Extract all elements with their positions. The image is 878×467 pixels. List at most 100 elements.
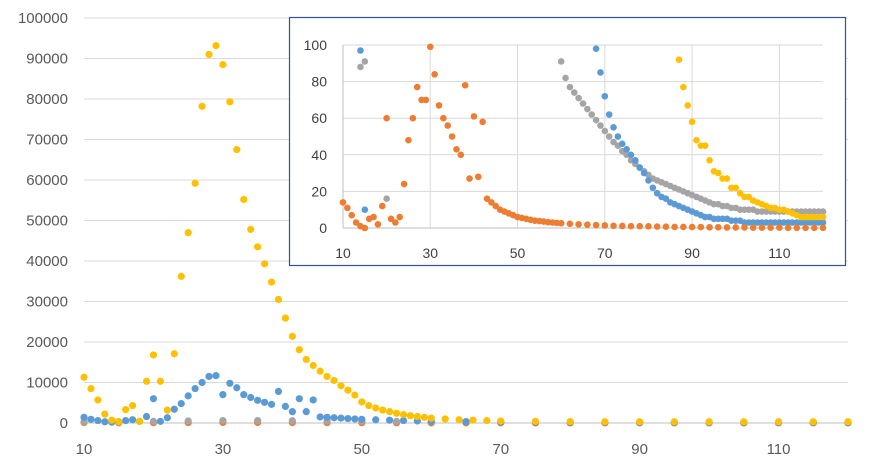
main-data-point <box>372 416 380 424</box>
inset-data-point <box>387 215 395 223</box>
inset-x-tick-label: 110 <box>768 245 791 261</box>
main-x-tick-label: 10 <box>76 441 93 458</box>
main-data-point <box>87 384 95 393</box>
main-data-point <box>281 314 290 322</box>
inset-data-point <box>601 127 609 135</box>
main-data-point <box>330 376 338 385</box>
main-data-point <box>149 417 158 425</box>
main-y-tick-label: 90000 <box>26 51 68 68</box>
main-data-point <box>469 416 477 424</box>
inset-data-point <box>448 133 456 140</box>
inset-data-point <box>339 199 347 206</box>
inset-chart: 0 20 40 60 80 100 10 30 50 70 90 110 <box>288 16 847 267</box>
inset-series-1 <box>675 56 827 221</box>
inset-data-point <box>627 222 635 230</box>
main-data-point <box>233 146 241 154</box>
inset-data-point <box>680 83 687 91</box>
inset-data-point <box>749 224 757 231</box>
main-data-point <box>399 416 408 425</box>
inset-data-point <box>352 219 360 226</box>
main-data-point <box>87 415 95 423</box>
main-data-point <box>427 414 435 422</box>
main-data-point <box>219 60 227 69</box>
inset-x-tick-label: 50 <box>510 245 526 261</box>
main-data-point <box>309 396 317 404</box>
main-data-point <box>226 98 234 106</box>
inset-data-point <box>627 151 635 159</box>
main-data-point <box>531 417 540 425</box>
main-data-point <box>337 382 345 390</box>
main-data-point <box>309 361 317 370</box>
inset-data-point <box>431 70 438 78</box>
main-data-point <box>344 386 352 394</box>
inset-data-point <box>461 81 469 89</box>
inset-data-point <box>601 92 609 100</box>
inset-data-point <box>618 222 626 230</box>
main-data-point <box>177 272 185 280</box>
main-data-point <box>212 41 220 50</box>
inset-data-point <box>732 224 740 231</box>
inset-data-point <box>632 156 639 164</box>
inset-data-point <box>605 111 613 118</box>
main-data-point <box>420 413 428 421</box>
main-data-point <box>115 418 123 426</box>
main-data-point <box>288 408 296 416</box>
inset-y-tick-label: 20 <box>311 183 327 199</box>
inset-y-tick-label: 100 <box>304 37 328 53</box>
main-data-point <box>170 405 178 413</box>
main-data-point <box>358 398 366 406</box>
main-data-point <box>372 404 380 412</box>
main-y-tick-label: 30000 <box>26 294 68 311</box>
main-data-point <box>149 395 158 403</box>
main-data-point <box>129 416 137 424</box>
inset-data-point <box>605 133 613 140</box>
main-data-point <box>844 418 852 426</box>
inset-data-point <box>653 189 661 197</box>
inset-data-point <box>636 164 644 171</box>
main-y-axis-tick-labels: 0 10000 20000 30000 40000 50000 60000 70000 8000… <box>18 10 68 432</box>
inset-data-point <box>610 222 617 230</box>
main-data-point <box>226 379 234 387</box>
main-data-point <box>392 409 401 417</box>
inset-data-point <box>588 111 596 118</box>
inset-data-point <box>723 175 731 182</box>
inset-data-point <box>810 224 818 232</box>
main-x-tick-label: 50 <box>353 441 370 458</box>
main-x-tick-label: 70 <box>492 441 509 458</box>
inset-data-point <box>623 146 630 153</box>
inset-data-point <box>662 223 670 231</box>
inset-data-point <box>640 169 648 177</box>
main-data-point <box>198 102 206 110</box>
inset-x-axis-tick-labels: 10 30 50 70 90 110 <box>335 245 791 261</box>
main-data-point <box>413 412 421 421</box>
inset-data-point <box>793 224 801 232</box>
inset-y-tick-label: 60 <box>311 110 327 126</box>
main-data-point <box>260 398 269 406</box>
inset-data-point <box>492 202 500 210</box>
main-data-point <box>351 415 359 423</box>
main-data-point <box>281 402 290 410</box>
main-data-point <box>184 417 192 425</box>
inset-plot-area <box>339 43 827 232</box>
main-data-point <box>205 372 213 381</box>
inset-x-tick-label: 30 <box>422 245 438 261</box>
inset-data-point <box>570 89 578 96</box>
inset-data-point <box>575 94 582 102</box>
inset-data-point <box>566 83 574 91</box>
main-data-point <box>288 332 296 340</box>
inset-data-point <box>610 124 617 131</box>
inset-series-2 <box>357 45 827 226</box>
main-data-point <box>483 416 491 425</box>
main-data-point <box>240 391 248 399</box>
main-y-tick-label: 60000 <box>26 172 68 189</box>
main-data-point <box>316 367 324 375</box>
main-data-point <box>330 414 338 422</box>
inset-data-point <box>557 58 565 65</box>
main-data-point <box>163 414 171 422</box>
inset-data-point <box>483 195 491 203</box>
main-data-point <box>191 384 199 393</box>
inset-data-point <box>614 133 622 140</box>
inset-data-point <box>745 193 753 201</box>
main-y-tick-label: 40000 <box>26 253 68 270</box>
inset-data-point <box>409 114 417 122</box>
